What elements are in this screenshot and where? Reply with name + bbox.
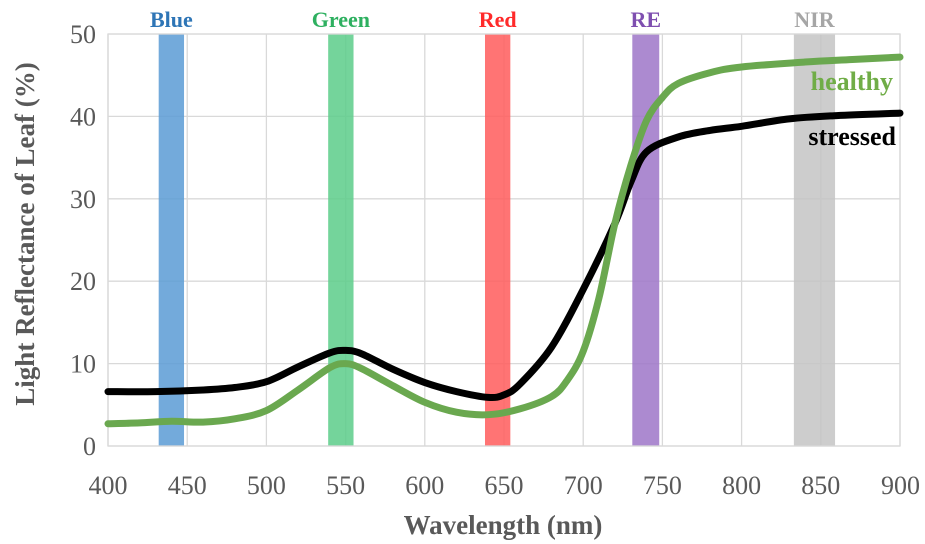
- band-nir: [793, 34, 836, 446]
- y-tick-label: 30: [70, 185, 96, 214]
- x-tick-label: 450: [168, 471, 207, 500]
- band-label-red: Red: [479, 7, 517, 32]
- band-label-nir: NIR: [794, 7, 835, 32]
- x-tick-label: 550: [326, 471, 365, 500]
- x-tick-label: 900: [881, 471, 920, 500]
- x-tick-label: 850: [801, 471, 840, 500]
- band-label-re: RE: [630, 7, 661, 32]
- band-red: [484, 34, 511, 446]
- y-axis-title: Light Reflectance of Leaf (%): [10, 62, 40, 405]
- band-label-blue: Blue: [150, 7, 193, 32]
- x-tick-label: 750: [643, 471, 682, 500]
- plot-area: [107, 33, 901, 447]
- series-label-stressed: stressed: [808, 122, 896, 151]
- x-tick-label: 600: [405, 471, 444, 500]
- x-tick-label: 650: [485, 471, 524, 500]
- x-tick-label: 500: [247, 471, 286, 500]
- band-labels: Blue Green Red RE NIR: [150, 7, 836, 32]
- series-label-healthy: healthy: [811, 67, 893, 96]
- series-line-stressed: [104, 109, 904, 402]
- x-tick-label: 400: [89, 471, 128, 500]
- series-lines: [104, 53, 904, 428]
- y-axis-ticks: 0 10 20 30 40 50: [70, 20, 96, 461]
- plot-border: [107, 33, 901, 447]
- x-axis-title: Wavelength (nm): [404, 510, 603, 540]
- x-tick-label: 800: [722, 471, 761, 500]
- band-green: [328, 34, 354, 446]
- y-tick-label: 0: [83, 432, 96, 461]
- band-label-green: Green: [312, 7, 370, 32]
- series-labels: healthy stressed: [808, 67, 896, 151]
- y-tick-label: 10: [70, 350, 96, 379]
- band-blue: [158, 34, 185, 446]
- x-axis-ticks: 400 450 500 550 600 650 700 750 800 850 900: [89, 471, 921, 500]
- spectral-bands: [158, 34, 836, 446]
- y-tick-label: 50: [70, 20, 96, 49]
- series-line-healthy: [104, 53, 904, 428]
- y-tick-label: 40: [70, 102, 96, 131]
- band-re: [632, 34, 660, 446]
- x-tick-label: 700: [564, 471, 603, 500]
- y-tick-label: 20: [70, 267, 96, 296]
